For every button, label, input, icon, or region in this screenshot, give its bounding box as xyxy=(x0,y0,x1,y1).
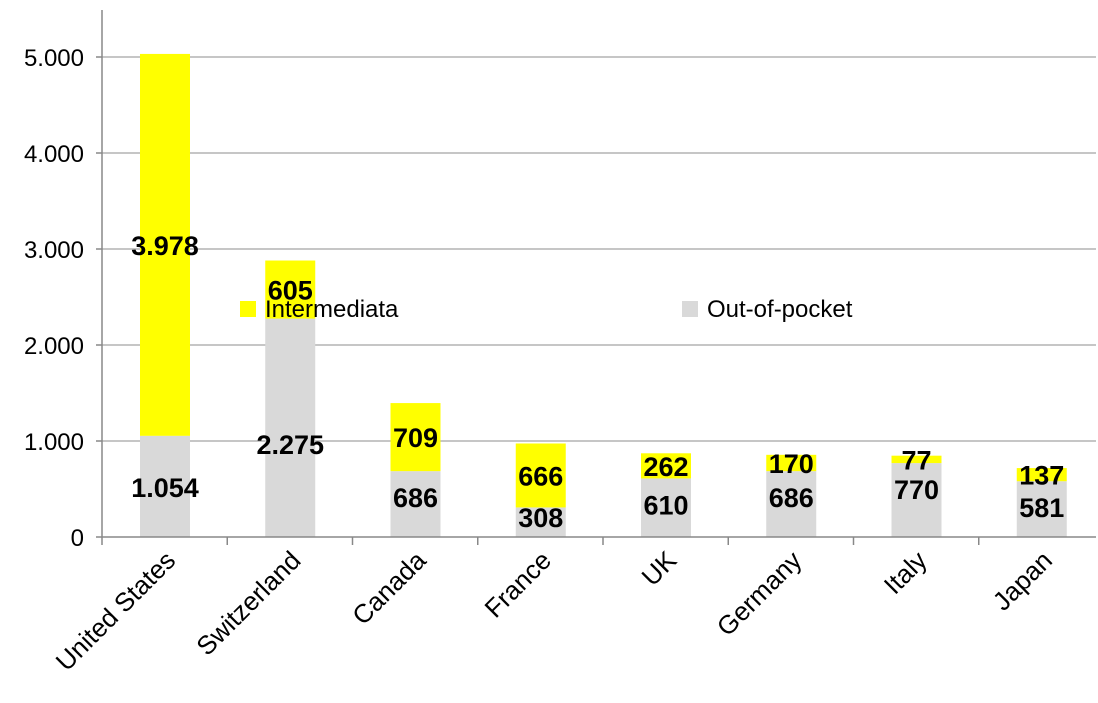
bar-intermediata xyxy=(140,53,190,436)
bar-intermediata xyxy=(766,454,817,472)
bar-out-of-pocket xyxy=(1016,481,1067,537)
bar-intermediata xyxy=(390,403,441,472)
category-label: United States xyxy=(50,545,182,677)
value-labels: 1.054 3.978 2.275 605 686 709 308 666 610 262 686 1… xyxy=(131,231,1064,533)
category-label: Japan xyxy=(987,545,1058,616)
legend-label: Intermediata xyxy=(265,296,399,323)
value-label-out-of-pocket: 770 xyxy=(894,475,939,505)
value-label-intermediata: 666 xyxy=(518,461,563,491)
value-label-out-of-pocket: 1.054 xyxy=(131,473,199,503)
axes xyxy=(101,10,1096,538)
legend: Intermediata Out-of-pocket xyxy=(240,296,853,323)
y-tick-label: 0 xyxy=(71,525,84,552)
category-label: France xyxy=(479,545,557,623)
value-label-intermediata: 605 xyxy=(268,276,313,306)
category-label: Italy xyxy=(878,545,933,600)
bar-intermediata xyxy=(1016,468,1067,482)
value-label-out-of-pocket: 610 xyxy=(643,490,688,520)
category-labels: United States Switzerland Canada France UK Ge… xyxy=(50,545,1058,677)
y-tick-label: 1.000 xyxy=(24,429,84,456)
value-label-intermediata: 170 xyxy=(769,449,814,479)
legend-swatch xyxy=(682,301,698,317)
value-label-out-of-pocket: 308 xyxy=(518,503,563,533)
bar-intermediata xyxy=(891,455,942,464)
bar-out-of-pocket xyxy=(265,318,316,537)
bar-intermediata xyxy=(265,260,316,319)
bar-intermediata xyxy=(641,453,691,479)
legend-label: Out-of-pocket xyxy=(707,296,853,323)
bar-out-of-pocket xyxy=(766,471,817,537)
y-tick-label: 2.000 xyxy=(24,333,84,360)
y-tick-label: 5.000 xyxy=(24,45,84,72)
value-label-intermediata: 77 xyxy=(901,445,931,475)
value-label-out-of-pocket: 686 xyxy=(769,483,814,513)
y-axis-ticks: 0 1.000 2.000 3.000 4.000 5.000 xyxy=(24,45,102,552)
bar-out-of-pocket xyxy=(140,435,190,537)
value-label-intermediata: 262 xyxy=(643,452,688,482)
value-label-out-of-pocket: 581 xyxy=(1019,493,1064,523)
category-label: Germany xyxy=(711,545,808,642)
bar-intermediata xyxy=(515,443,566,508)
category-label: Switzerland xyxy=(190,545,306,661)
value-label-out-of-pocket: 686 xyxy=(393,483,438,513)
category-label: UK xyxy=(635,545,682,592)
value-label-intermediata: 709 xyxy=(393,423,438,453)
bar-out-of-pocket xyxy=(891,463,942,537)
y-tick-label: 3.000 xyxy=(24,237,84,264)
bar-out-of-pocket xyxy=(641,478,691,537)
bar-out-of-pocket xyxy=(390,471,441,537)
legend-swatch xyxy=(240,301,256,317)
value-label-intermediata: 137 xyxy=(1019,461,1064,491)
bar-out-of-pocket xyxy=(515,507,566,537)
value-label-intermediata: 3.978 xyxy=(131,231,199,261)
bars xyxy=(140,53,1067,537)
y-tick-label: 4.000 xyxy=(24,141,84,168)
value-label-out-of-pocket: 2.275 xyxy=(256,430,324,460)
category-label: Canada xyxy=(346,545,432,631)
x-axis-ticks xyxy=(101,537,980,545)
gridlines xyxy=(102,56,1096,442)
